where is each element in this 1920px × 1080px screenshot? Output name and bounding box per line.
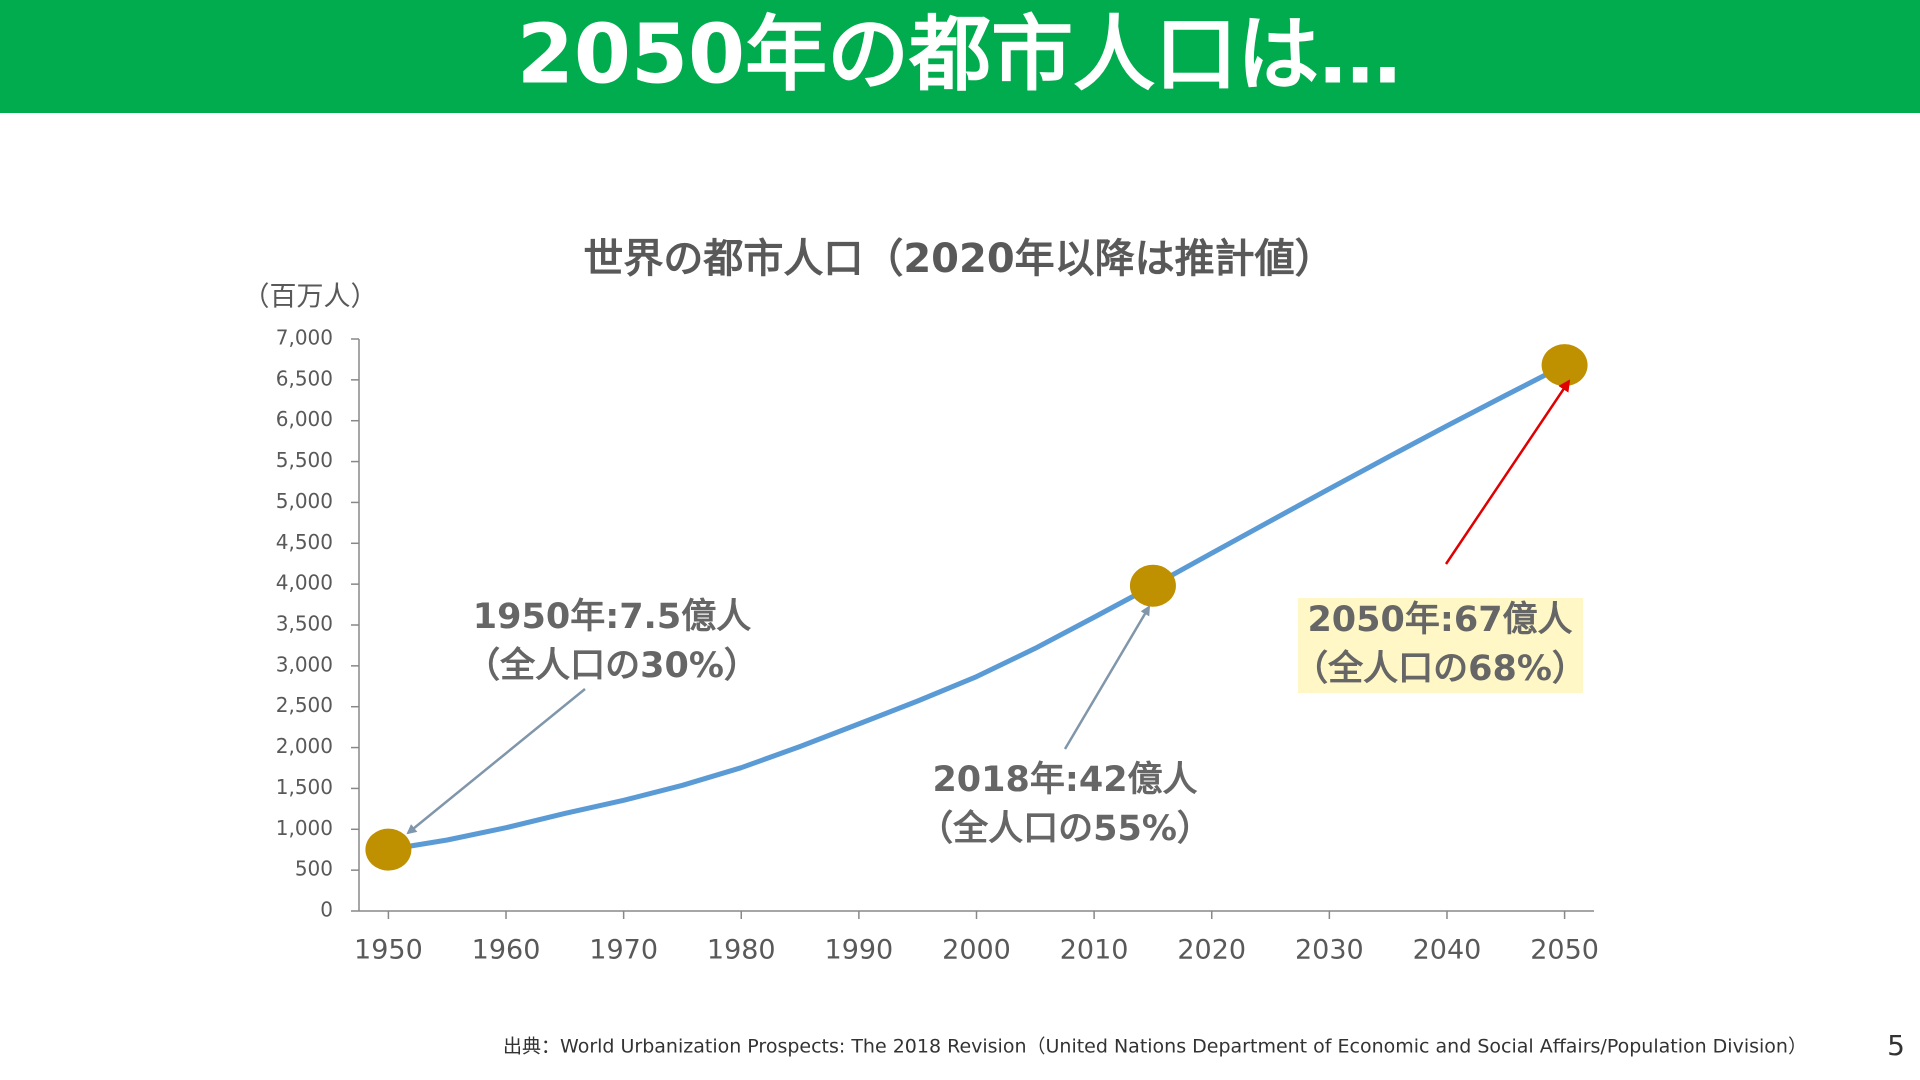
y-tick-label: 2,500 xyxy=(276,693,333,717)
annotation-arrow xyxy=(1444,379,1571,565)
x-tick-label: 2040 xyxy=(1413,935,1482,966)
page-number: 5 xyxy=(1887,1029,1905,1062)
y-tick-label: 3,500 xyxy=(276,612,333,636)
y-tick-label: 5,500 xyxy=(276,448,333,472)
annotation-highlight xyxy=(1298,598,1583,693)
annotation-text: 1950年:7.5億人 xyxy=(473,597,751,637)
x-tick-label: 2050 xyxy=(1530,935,1599,966)
x-tick-label: 1960 xyxy=(472,935,541,966)
y-tick-label: 2,000 xyxy=(276,734,333,758)
y-tick-label: 4,000 xyxy=(276,571,333,595)
y-tick-label: 1,000 xyxy=(276,816,333,840)
source: 出典：World Urbanization Prospects: The 201… xyxy=(503,1036,1807,1058)
y-tick-label: 0 xyxy=(320,898,333,922)
x-tick-label: 2020 xyxy=(1177,935,1246,966)
y-tick-label: 500 xyxy=(295,857,333,881)
header-bar xyxy=(0,0,1920,113)
y-tick-label: 7,000 xyxy=(276,326,333,350)
y-tick-label: 6,000 xyxy=(276,407,333,431)
annotation-text: （全人口の30%） xyxy=(465,645,759,686)
x-tick-label: 2000 xyxy=(942,935,1011,966)
annotation-arrow xyxy=(1063,605,1151,750)
y-tick-label: 3,000 xyxy=(276,652,333,676)
y-tick-label: 5,000 xyxy=(276,489,333,513)
highlight-point xyxy=(1129,564,1176,607)
y-tick-label: 6,500 xyxy=(276,366,333,390)
series-line xyxy=(388,362,1566,853)
x-tick-label: 1990 xyxy=(825,935,894,966)
y-tick-label: 4,500 xyxy=(276,530,333,554)
y-tick-label: 1,500 xyxy=(276,775,333,799)
x-tick-label: 2010 xyxy=(1060,935,1129,966)
annotation-arrow xyxy=(406,688,586,835)
x-tick-label: 1950 xyxy=(354,935,423,966)
annotation-text: 2018年:42億人 xyxy=(932,760,1197,800)
highlight-point xyxy=(1541,344,1588,387)
annotation-text: 2050年:67億人 xyxy=(1307,600,1572,640)
annotation-text: （全人口の68%） xyxy=(1293,648,1587,689)
slide-title: 2050年の都市人口は… xyxy=(517,7,1401,102)
annotation-text: （全人口の55%） xyxy=(918,808,1212,849)
highlight-point xyxy=(365,828,412,871)
x-tick-label: 2030 xyxy=(1295,935,1364,966)
y-axis-label: （百万人） xyxy=(243,282,378,313)
x-tick-label: 1980 xyxy=(707,935,776,966)
chart-title: 世界の都市人口（2020年以降は推計値） xyxy=(583,236,1334,282)
x-tick-label: 1970 xyxy=(589,935,658,966)
